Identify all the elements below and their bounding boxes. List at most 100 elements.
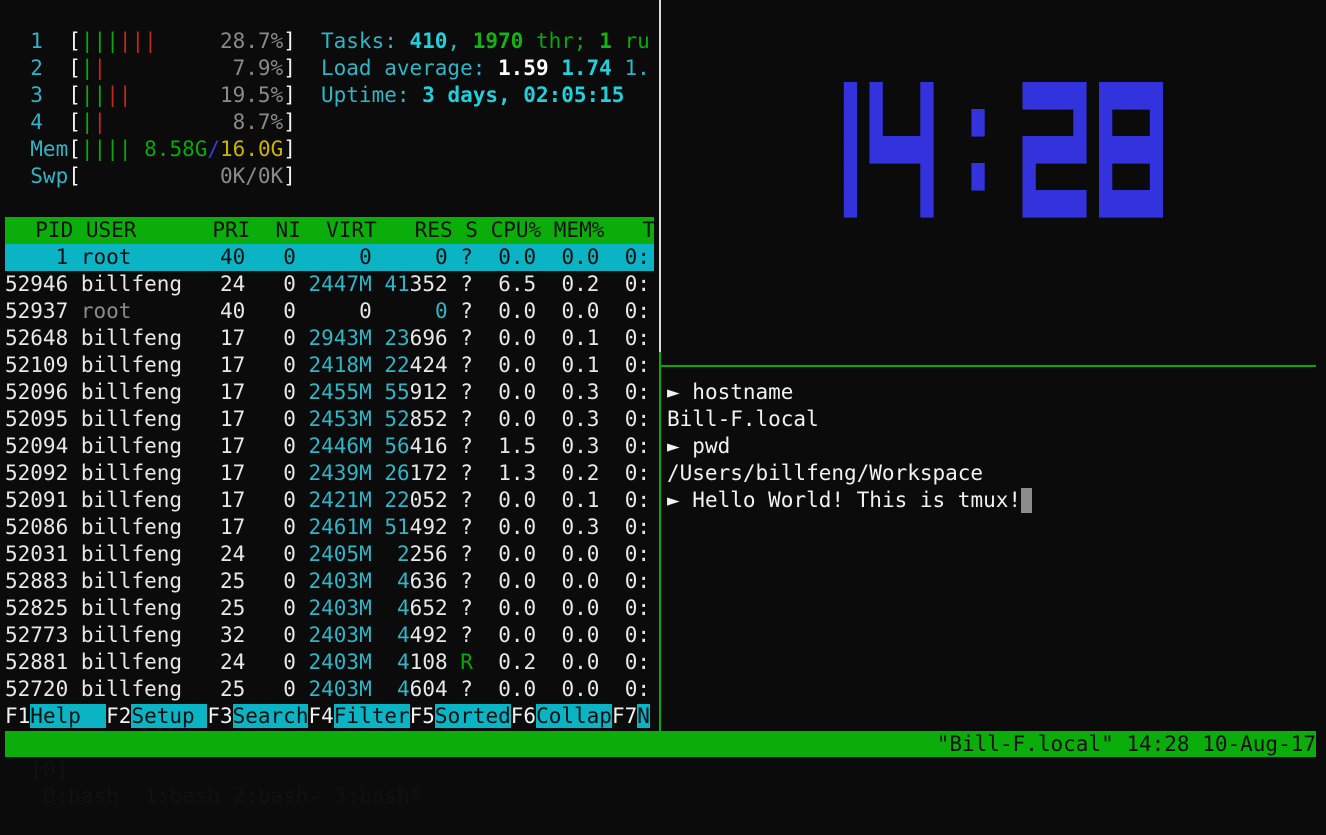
- tmux-window-tab[interactable]: 3:bash*: [333, 784, 423, 808]
- priority: 24: [194, 649, 246, 674]
- process-row[interactable]: 52109 billfeng 17 0 2418M 22424 ? 0.0 0.…: [5, 352, 650, 379]
- pane-divider-horizontal[interactable]: [660, 365, 1316, 367]
- mem-percent: 0.0: [548, 676, 600, 701]
- virt: 2421M: [308, 487, 372, 512]
- text: [372, 677, 385, 701]
- res-thousands: 41: [384, 271, 410, 296]
- process-row[interactable]: 52086 billfeng 17 0 2461M 51492 ? 0.0 0.…: [5, 514, 650, 541]
- process-row[interactable]: 52031 billfeng 24 0 2405M 2256 ? 0.0 0.0…: [5, 541, 650, 568]
- nice: 0: [257, 595, 296, 620]
- clock-pixel: [920, 109, 934, 137]
- mem-meter: Mem[|||| 8.58G/16.0G]: [5, 136, 296, 163]
- bracket: [: [68, 136, 81, 161]
- time: 0:: [624, 379, 650, 404]
- uptime-value: 3 days, 02:05:15: [422, 82, 625, 107]
- process-row[interactable]: 52720 billfeng 25 0 2403M 4604 ? 0.0 0.0…: [5, 676, 650, 703]
- text: [599, 407, 624, 431]
- fkey-collap[interactable]: F6Collap: [510, 703, 612, 728]
- load-15: 1.: [624, 55, 650, 80]
- process-row[interactable]: 52095 billfeng 17 0 2453M 52852 ? 0.0 0.…: [5, 406, 650, 433]
- process-row[interactable]: 52825 billfeng 25 0 2403M 4652 ? 0.0 0.0…: [5, 595, 650, 622]
- cpu-percent: 0.0: [485, 406, 537, 431]
- state: R: [460, 649, 473, 674]
- text: [321, 784, 334, 808]
- process-row[interactable]: 52883 billfeng 25 0 2403M 4636 ? 0.0 0.0…: [5, 568, 650, 595]
- col-ni-header[interactable]: NI: [262, 217, 301, 242]
- tasks-label: Tasks:: [321, 28, 410, 53]
- fkey-sorted[interactable]: F5Sorted: [409, 703, 511, 728]
- clock-pixel: [1149, 82, 1164, 110]
- cpu-percent: 19.5%: [131, 82, 284, 107]
- text: [68, 434, 81, 458]
- col-virt-header[interactable]: VIRT: [313, 217, 377, 242]
- text: [68, 569, 81, 593]
- text: [245, 488, 258, 512]
- tmux-window-tab[interactable]: 0:bash: [42, 784, 119, 808]
- process-row[interactable]: 52096 billfeng 17 0 2455M 55912 ? 0.0 0.…: [5, 379, 650, 406]
- process-row[interactable]: 1 root 40 0 0 0 ? 0.0 0.0 0:: [5, 243, 654, 271]
- process-row[interactable]: 52773 billfeng 32 0 2403M 4492 ? 0.0 0.0…: [5, 622, 650, 649]
- mem-percent: 0.0: [548, 244, 600, 269]
- text: [473, 677, 486, 701]
- clock-pixel: [1060, 136, 1074, 164]
- tmux-window-tab[interactable]: 1:bash: [144, 784, 220, 808]
- process-row[interactable]: 52094 billfeng 17 0 2446M 56416 ? 1.5 0.…: [5, 433, 650, 460]
- virt: 2455M: [308, 379, 372, 404]
- col-cpu-header[interactable]: CPU%: [490, 217, 542, 242]
- text: thr;: [523, 28, 600, 53]
- fkey-n[interactable]: F7N: [611, 703, 650, 728]
- col-res-header[interactable]: RES: [389, 217, 453, 242]
- res: 852: [409, 406, 448, 431]
- process-row[interactable]: 52946 billfeng 24 0 2447M 41352 ? 6.5 0.…: [5, 271, 650, 298]
- process-table-header[interactable]: PID USER PRI NI VIRT RES S CPU% MEM% T: [5, 216, 654, 244]
- fkey-search[interactable]: F3Search: [207, 703, 309, 728]
- res-thousands: 4: [384, 676, 410, 701]
- process-row[interactable]: 52648 billfeng 17 0 2943M 23696 ? 0.0 0.…: [5, 325, 650, 352]
- pane-divider-vertical-active[interactable]: [659, 352, 661, 731]
- text: [448, 461, 461, 485]
- time: 0:: [624, 433, 650, 458]
- text: [245, 380, 258, 404]
- process-row[interactable]: 52092 billfeng 17 0 2439M 26172 ? 1.3 0.…: [5, 460, 650, 487]
- tmux-status-bar: [0] 0:bash 1:bash 2:bash- 3:bash* "Bill-…: [5, 731, 1316, 808]
- res-thousands: 4: [384, 622, 410, 647]
- res-thousands: 0: [384, 298, 448, 323]
- fkey-help[interactable]: F1Help: [5, 703, 107, 728]
- text: [245, 650, 258, 674]
- virt: 2403M: [308, 649, 372, 674]
- process-row[interactable]: 52881 billfeng 24 0 2403M 4108 R 0.2 0.0…: [5, 649, 650, 676]
- tmux-window-tab[interactable]: 2:bash-: [232, 784, 322, 808]
- process-row[interactable]: 52937 root 40 0 0 0 ? 0.0 0.0 0:: [5, 298, 650, 325]
- process-row[interactable]: 52091 billfeng 17 0 2421M 22052 ? 0.0 0.…: [5, 487, 650, 514]
- res-thousands: 4: [384, 568, 410, 593]
- clock-pixel: [1060, 82, 1074, 110]
- state: ?: [460, 595, 473, 620]
- text: [296, 380, 309, 404]
- clock-pixel: [1035, 136, 1049, 164]
- pane-divider-vertical[interactable]: [659, 0, 661, 352]
- text: [372, 434, 385, 458]
- swap-meter: Swp[ 0K/0K]: [5, 163, 296, 190]
- clock-pixel: [971, 109, 985, 137]
- htop-pane[interactable]: 1 [|||||| 28.7%] 2 [|| 7.9%] 3 [|||| 19.…: [5, 0, 654, 731]
- res-thousands: 55: [384, 379, 410, 404]
- clock-pixel: [1111, 136, 1125, 164]
- virt: 2403M: [308, 676, 372, 701]
- clock-pixel: [1137, 190, 1151, 218]
- col-pid-header[interactable]: PID: [10, 217, 74, 242]
- fkey-filter[interactable]: F4Filter: [308, 703, 410, 728]
- col-pri-header[interactable]: PRI: [199, 217, 251, 242]
- state: ?: [460, 433, 473, 458]
- text: [448, 380, 461, 404]
- text: [245, 596, 258, 620]
- bracket: ]: [283, 82, 296, 107]
- text: [296, 461, 309, 485]
- mem-percent: 0.2: [548, 271, 600, 296]
- clock-pixel: [920, 163, 934, 191]
- col-s-header[interactable]: S: [465, 217, 478, 242]
- nice: 0: [257, 298, 296, 323]
- col-user-header[interactable]: USER: [85, 217, 200, 242]
- col-mem-header[interactable]: MEM%: [553, 217, 605, 242]
- col-time-header[interactable]: T: [642, 217, 654, 242]
- fkey-setup[interactable]: F2Setup: [106, 703, 208, 728]
